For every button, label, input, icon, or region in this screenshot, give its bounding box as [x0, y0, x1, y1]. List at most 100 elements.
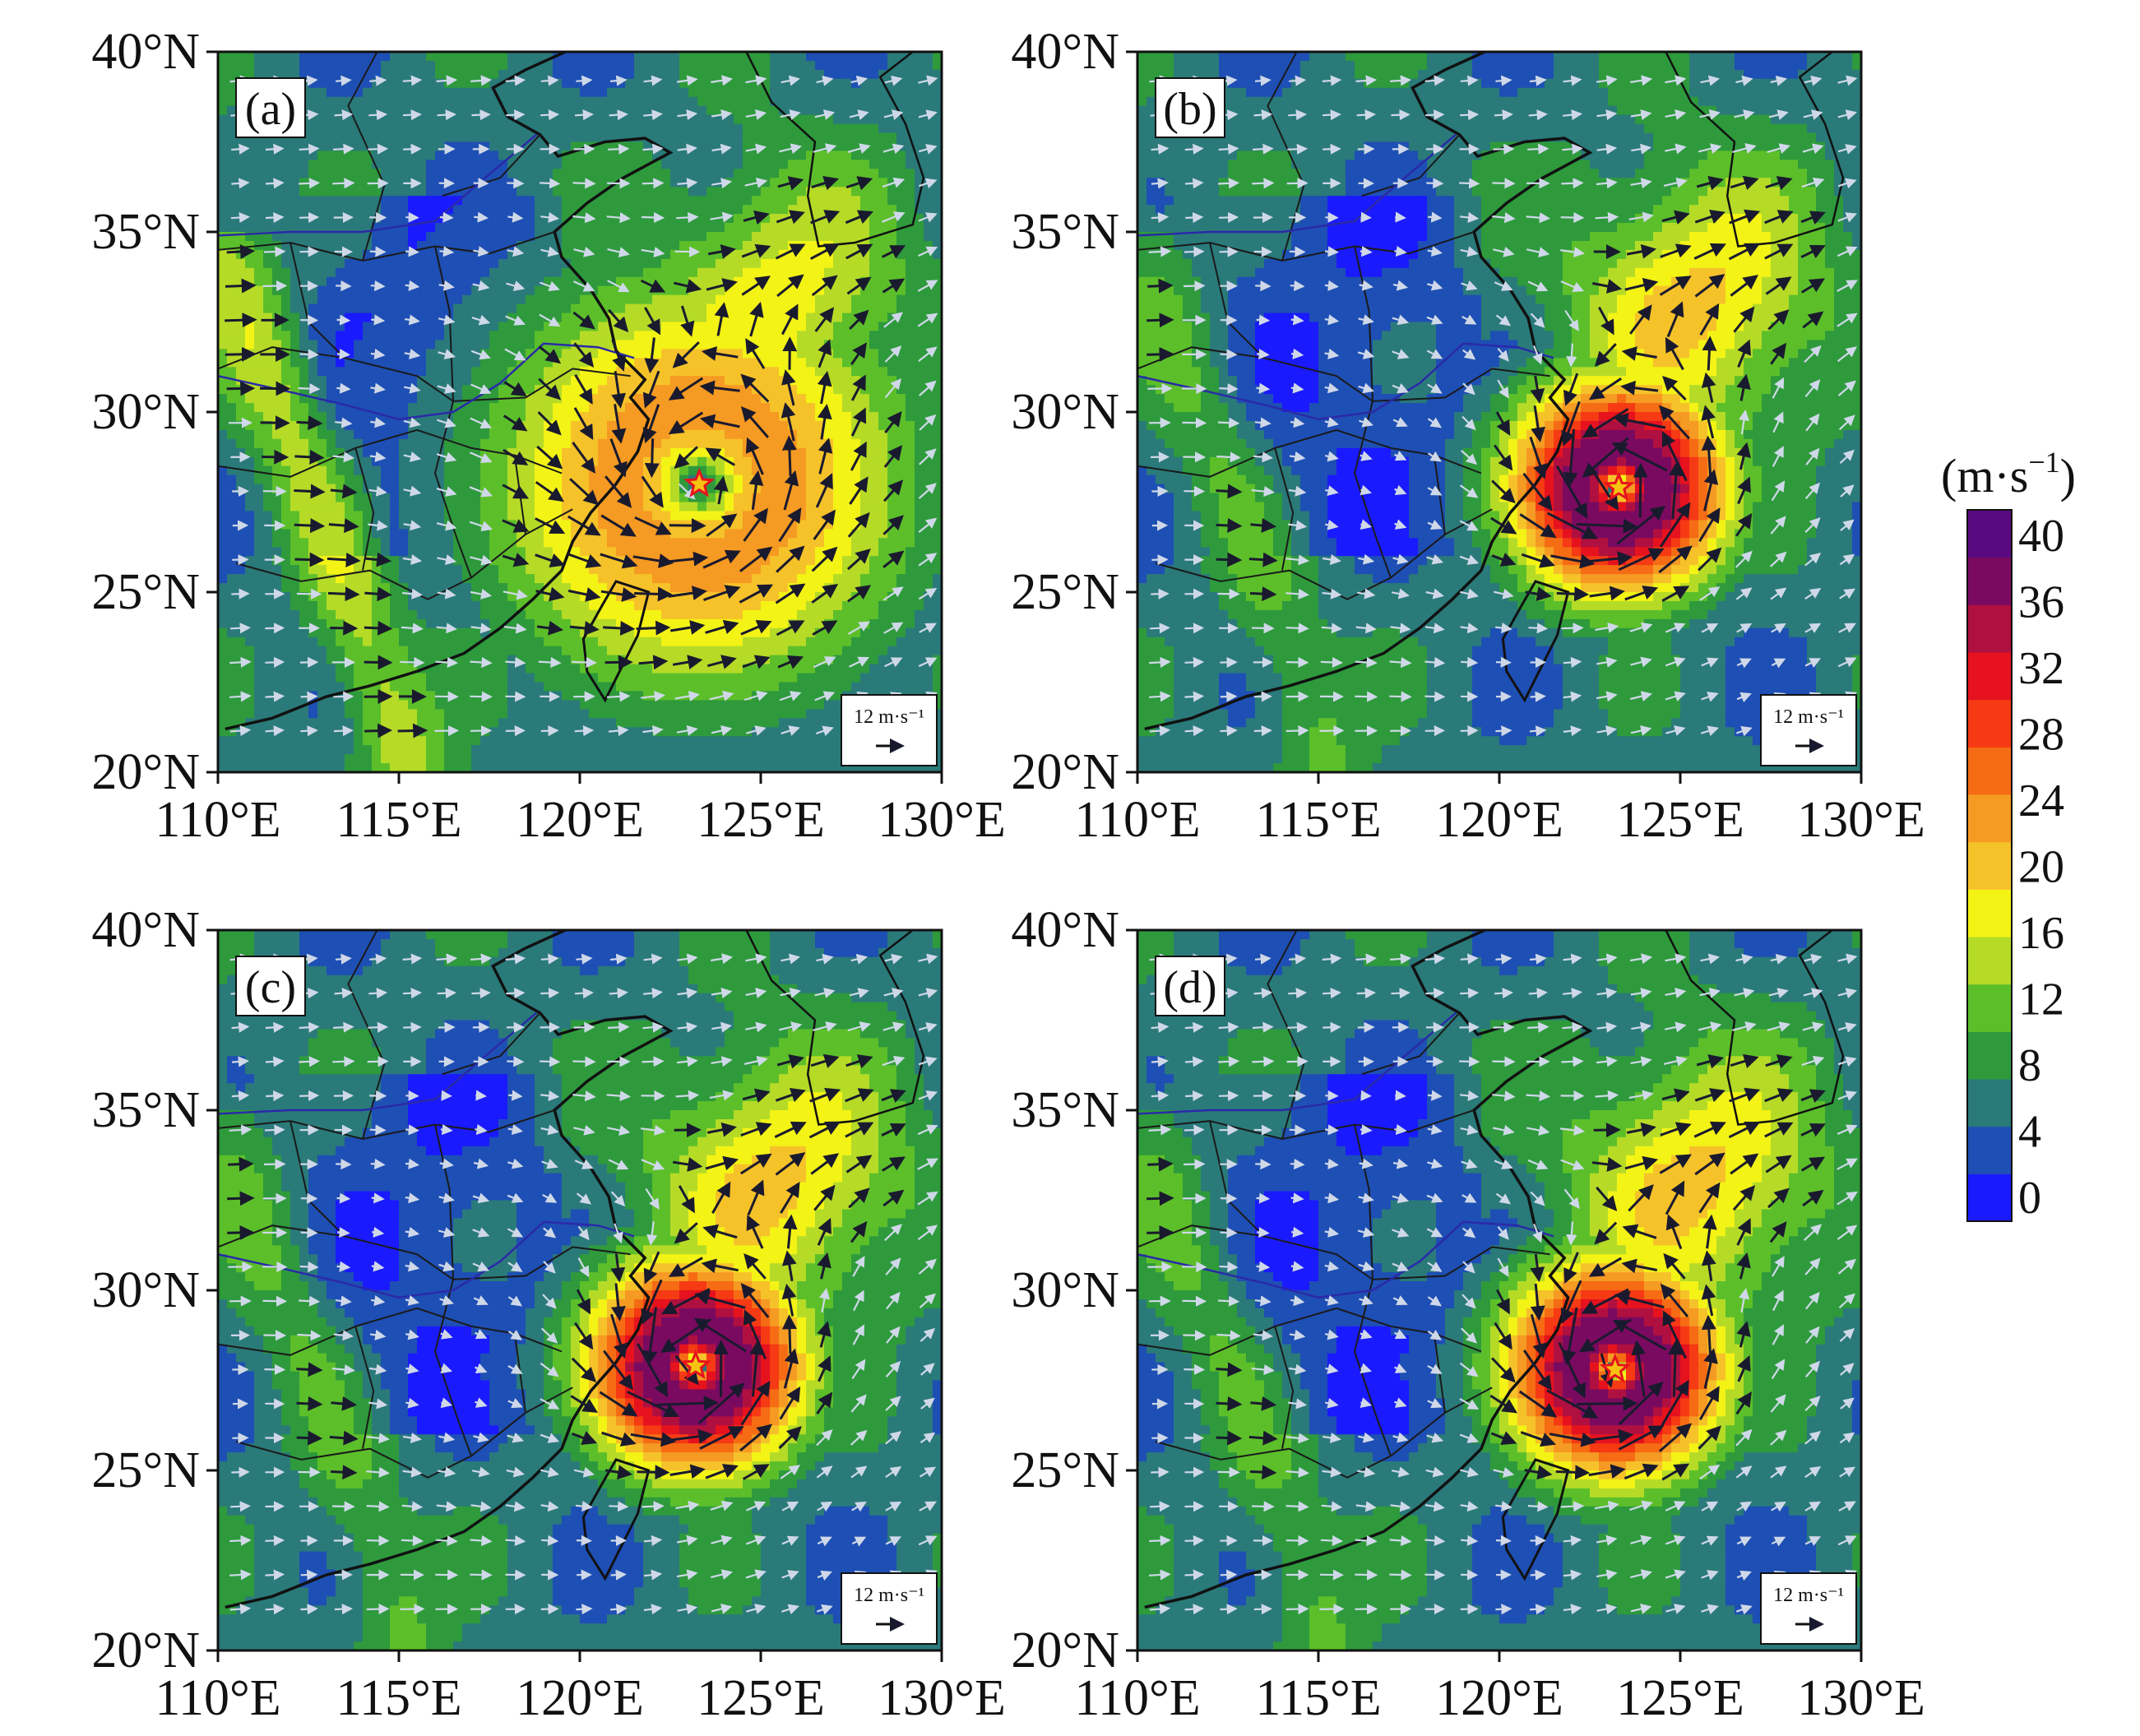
x-tick-label: 125°E [1616, 792, 1744, 848]
reference-vector-label: 12 m·s⁻¹ [1773, 1585, 1844, 1606]
x-tick-label: 110°E [155, 792, 280, 848]
reference-vector-box [841, 694, 938, 766]
korea-coastline [1665, 930, 1845, 1126]
panel-label: (c) [245, 962, 296, 1013]
y-tick-label: 30°N [1011, 384, 1119, 440]
river-line [1137, 1012, 1457, 1115]
river-line [218, 342, 635, 421]
x-tick-label: 110°E [155, 1670, 280, 1726]
x-tick-label: 125°E [1616, 1670, 1744, 1726]
x-tick-label: 125°E [697, 1670, 825, 1726]
colorbar-swatch [1967, 652, 2012, 701]
colorbar-tick-label: 32 [2018, 643, 2064, 694]
cyclone-center-marker [1599, 1353, 1631, 1383]
reference-vector-box [1760, 694, 1857, 766]
cyclone-center-marker [679, 1349, 711, 1380]
wind-vectors [227, 953, 938, 1615]
colorbar-tick-label: 12 [2018, 974, 2064, 1025]
y-tick-label: 35°N [91, 204, 200, 260]
taiwan-outline [581, 580, 651, 703]
colorbar-unit-label: (m·s−1) [1941, 446, 2076, 502]
x-tick-label: 130°E [878, 792, 1006, 848]
colorbar-tick-label: 28 [2018, 710, 2064, 761]
y-tick-label: 35°N [1011, 1082, 1119, 1138]
wind-speed-field [1137, 930, 1861, 1650]
panel-label-box [235, 956, 306, 1016]
x-tick-label: 110°E [1074, 792, 1200, 848]
reference-vector-box [841, 1572, 938, 1645]
x-tick-label: 120°E [1435, 792, 1563, 848]
wind-speed-field [1137, 52, 1861, 772]
taiwan-outline [581, 1458, 651, 1581]
x-tick-label: 115°E [1255, 1670, 1381, 1726]
reference-vector-label: 12 m·s⁻¹ [854, 706, 924, 728]
y-tick-label: 30°N [91, 384, 200, 440]
river-line [218, 1220, 635, 1299]
y-tick-label: 30°N [1011, 1262, 1119, 1318]
colorbar-swatch [1967, 1031, 2012, 1080]
colorbar-swatch [1967, 557, 2012, 605]
y-tick-label: 20°N [1011, 744, 1119, 800]
river-line [1137, 1220, 1554, 1299]
river-line [218, 133, 538, 237]
wind-vectors [225, 75, 938, 738]
y-tick-label: 40°N [1011, 24, 1119, 80]
x-tick-label: 120°E [1435, 1670, 1563, 1726]
taiwan-outline [1501, 1458, 1570, 1581]
colorbar-swatch [1967, 1079, 2012, 1127]
colorbar-swatch [1967, 984, 2012, 1032]
x-tick-label: 115°E [1255, 792, 1381, 848]
y-tick-label: 30°N [91, 1262, 200, 1318]
x-tick-label: 130°E [1797, 1670, 1925, 1726]
colorbar-swatch [1967, 1174, 2012, 1222]
y-tick-label: 20°N [91, 1623, 200, 1678]
panel-label: (d) [1163, 962, 1216, 1013]
y-tick-label: 40°N [91, 902, 200, 958]
coastline [1144, 930, 1593, 1609]
colorbar-swatch [1967, 699, 2012, 748]
x-tick-label: 130°E [1797, 792, 1925, 848]
y-tick-label: 25°N [91, 1442, 200, 1498]
panel-label-box [235, 77, 306, 138]
colorbar-tick-label: 16 [2018, 908, 2064, 959]
river-line [1137, 133, 1457, 237]
korea-coastline [745, 52, 925, 248]
colorbar-swatch [1967, 794, 2012, 843]
wind-speed-field [218, 930, 942, 1650]
river-line [218, 1012, 538, 1115]
colorbar-swatch [1967, 889, 2012, 937]
y-tick-label: 20°N [91, 744, 200, 800]
map-panel-c: 110°E 115°E 120°E 125°E 130°E 40°N 35°N 30°N 25°… [91, 902, 1005, 1726]
taiwan-outline [1501, 580, 1570, 703]
colorbar-tick-label: 40 [2018, 511, 2064, 562]
colorbar-tick-label: 0 [2018, 1173, 2041, 1224]
x-tick-label: 130°E [878, 1670, 1006, 1726]
y-tick-label: 25°N [91, 564, 200, 620]
x-tick-label: 120°E [516, 1670, 644, 1726]
panel-label-box [1155, 956, 1225, 1016]
map-panel-a: 110°E 115°E 120°E 125°E 130°E 40°N 35°N 30°N 25°… [91, 24, 1005, 848]
panel-label-box [1155, 77, 1225, 138]
x-tick-label: 115°E [336, 792, 461, 848]
y-tick-label: 40°N [1011, 902, 1119, 958]
reference-vector-label: 12 m·s⁻¹ [1773, 706, 1844, 728]
river-line [1137, 342, 1554, 421]
colorbar-tick-label: 24 [2018, 775, 2064, 826]
colorbar-swatch [1967, 510, 2012, 558]
y-tick-label: 35°N [91, 1082, 200, 1138]
colorbar-tick-label: 4 [2018, 1107, 2041, 1158]
colorbar-swatch [1967, 937, 2012, 985]
reference-vector-label: 12 m·s⁻¹ [854, 1585, 924, 1606]
y-tick-label: 35°N [1011, 204, 1119, 260]
x-tick-label: 115°E [336, 1670, 461, 1726]
colorbar-tick-label: 20 [2018, 842, 2064, 893]
reference-vector-box [1760, 1572, 1857, 1645]
colorbar: 0 4 8 12 16 20 24 28 32 36 40 (m·s−1) [1941, 446, 2076, 1224]
panel-label: (a) [245, 84, 296, 135]
cyclone-center-marker [1603, 470, 1635, 502]
cyclone-center-marker [683, 467, 716, 498]
x-tick-label: 110°E [1074, 1670, 1200, 1726]
y-tick-label: 25°N [1011, 564, 1119, 620]
y-tick-label: 25°N [1011, 1442, 1119, 1498]
